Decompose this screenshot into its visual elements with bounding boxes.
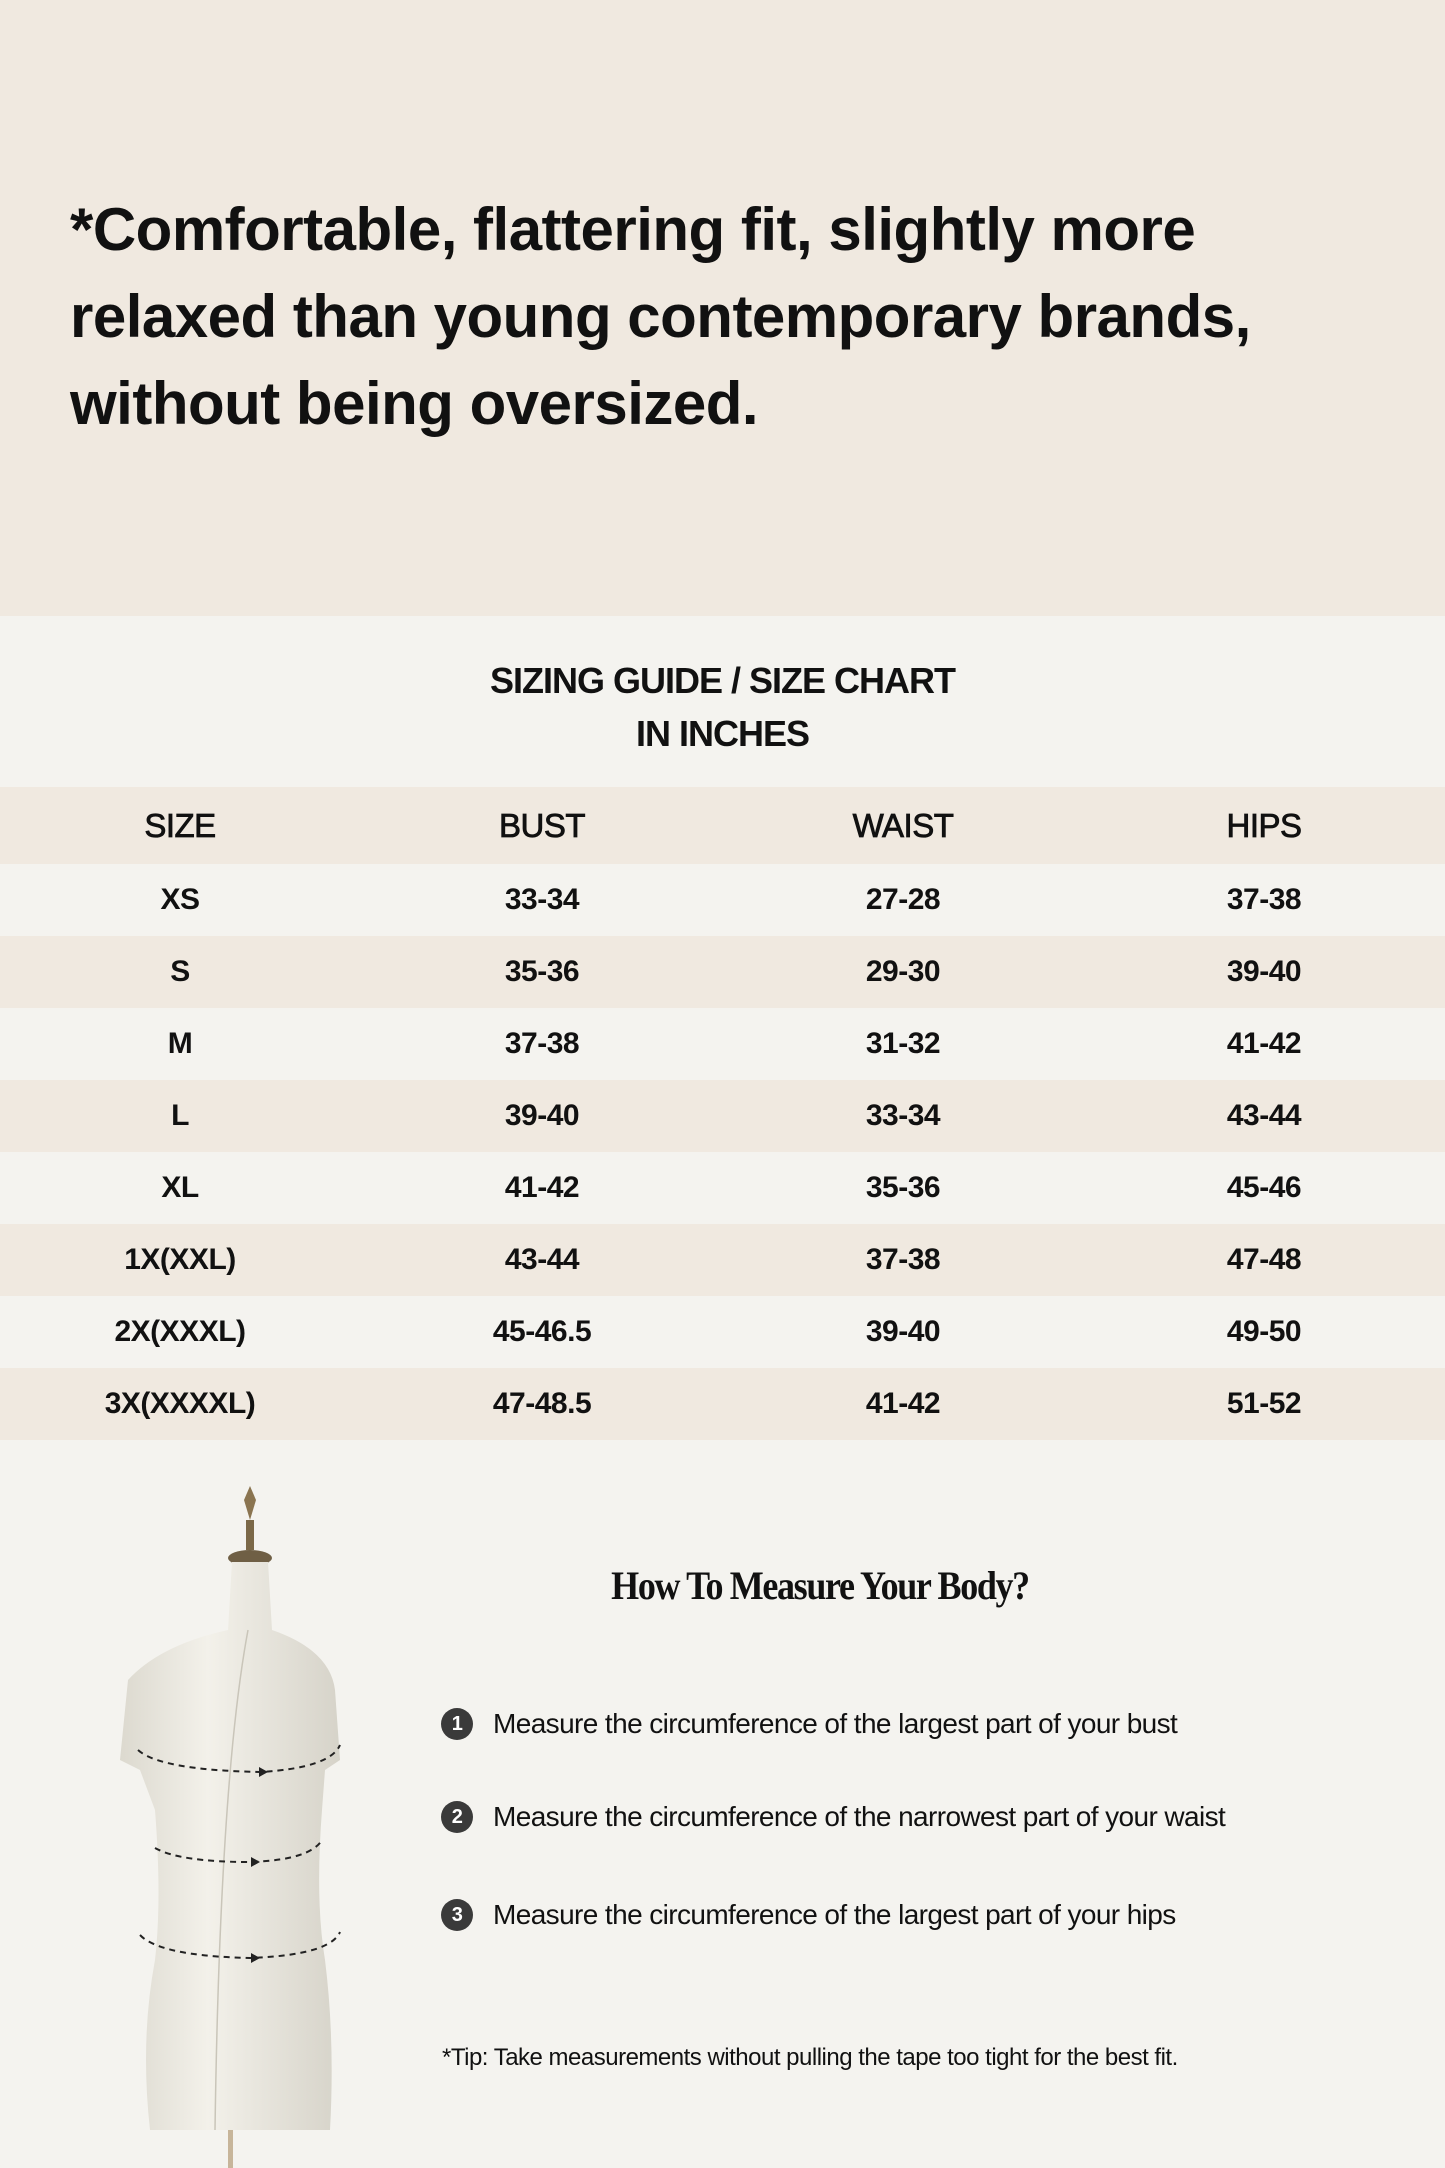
cell-size: 3X(XXXXL): [104, 1387, 256, 1420]
cell-bust: 41-42: [504, 1171, 580, 1204]
cell-waist: 29-30: [865, 955, 941, 988]
step-bust: 1 Measure the circumference of the large…: [441, 1708, 1178, 1740]
cell-bust: 47-48.5: [492, 1387, 592, 1420]
step-hips: 3 Measure the circumference of the large…: [441, 1899, 1176, 1931]
how-to-measure-title: How To Measure Your Body?: [611, 1563, 1030, 1608]
table-row: 1X(XXL) 43-44 37-38 47-48: [0, 1224, 1445, 1296]
cell-size: M: [167, 1027, 193, 1060]
cell-bust: 37-38: [504, 1027, 580, 1060]
cell-bust: 43-44: [504, 1243, 580, 1276]
size-table: SIZE BUST WAIST HIPS XS 33-34 27-28 37-38 S 3…: [0, 787, 1445, 1440]
cell-size: 1X(XXL): [124, 1243, 236, 1276]
cell-hips: 45-46: [1226, 1171, 1302, 1204]
cell-waist: 33-34: [865, 1099, 941, 1132]
top-banner: *Comfortable, flattering fit, slightly m…: [0, 0, 1445, 616]
cell-bust: 45-46.5: [492, 1315, 592, 1348]
cell-size: S: [170, 955, 190, 988]
cell-hips: 39-40: [1226, 955, 1302, 988]
table-header: SIZE BUST WAIST HIPS: [0, 787, 1445, 864]
measurement-tip: *Tip: Take measurements without pulling …: [442, 2044, 1178, 2071]
header-size: SIZE: [144, 806, 217, 844]
cell-bust: 39-40: [504, 1099, 580, 1132]
fit-description: *Comfortable, flattering fit, slightly m…: [70, 186, 1410, 447]
headline-line: *Comfortable, flattering fit, slightly m…: [70, 196, 1196, 263]
number-2-icon: 2: [441, 1801, 473, 1833]
step-text: Measure the circumference of the largest…: [493, 1708, 1178, 1739]
headline-line: relaxed than young contemporary brands,: [70, 283, 1251, 350]
step-text: Measure the circumference of the narrowe…: [493, 1801, 1226, 1832]
cell-hips: 47-48: [1226, 1243, 1302, 1276]
header-bust: BUST: [498, 806, 586, 844]
cell-waist: 31-32: [865, 1027, 941, 1060]
cell-waist: 39-40: [865, 1315, 941, 1348]
cell-waist: 41-42: [865, 1387, 941, 1420]
cell-size: L: [171, 1099, 189, 1132]
cell-waist: 37-38: [865, 1243, 941, 1276]
mannequin-image: [120, 1486, 341, 2168]
step-waist: 2 Measure the circumference of the narro…: [441, 1801, 1226, 1833]
cell-waist: 27-28: [865, 883, 941, 916]
number-3-icon: 3: [441, 1899, 473, 1931]
cell-hips: 41-42: [1226, 1027, 1302, 1060]
cell-hips: 51-52: [1226, 1387, 1302, 1420]
cell-hips: 43-44: [1226, 1099, 1302, 1132]
number-1-icon: 1: [441, 1708, 473, 1740]
table-row: 2X(XXXL) 45-46.5 39-40 49-50: [0, 1296, 1445, 1368]
table-row: L 39-40 33-34 43-44: [0, 1080, 1445, 1152]
table-row: M 37-38 31-32 41-42: [0, 1008, 1445, 1080]
cell-bust: 33-34: [504, 883, 580, 916]
cell-size: XL: [161, 1171, 199, 1204]
headline-line: without being oversized.: [70, 370, 759, 437]
header-waist: WAIST: [852, 806, 954, 844]
cell-bust: 35-36: [504, 955, 580, 988]
size-guide-subtitle: IN INCHES: [635, 713, 810, 754]
cell-waist: 35-36: [865, 1171, 941, 1204]
table-row: XL 41-42 35-36 45-46: [0, 1152, 1445, 1224]
cell-size: XS: [160, 883, 200, 916]
cell-hips: 37-38: [1226, 883, 1302, 916]
table-row: 3X(XXXXL) 47-48.5 41-42 51-52: [0, 1368, 1445, 1440]
cell-size: 2X(XXXL): [114, 1315, 246, 1348]
cell-hips: 49-50: [1226, 1315, 1302, 1348]
step-text: Measure the circumference of the largest…: [493, 1899, 1176, 1930]
table-row: S 35-36 29-30 39-40: [0, 936, 1445, 1008]
table-row: XS 33-34 27-28 37-38: [0, 864, 1445, 936]
header-hips: HIPS: [1226, 806, 1302, 844]
size-guide-title: SIZING GUIDE / SIZE CHART: [489, 660, 956, 701]
